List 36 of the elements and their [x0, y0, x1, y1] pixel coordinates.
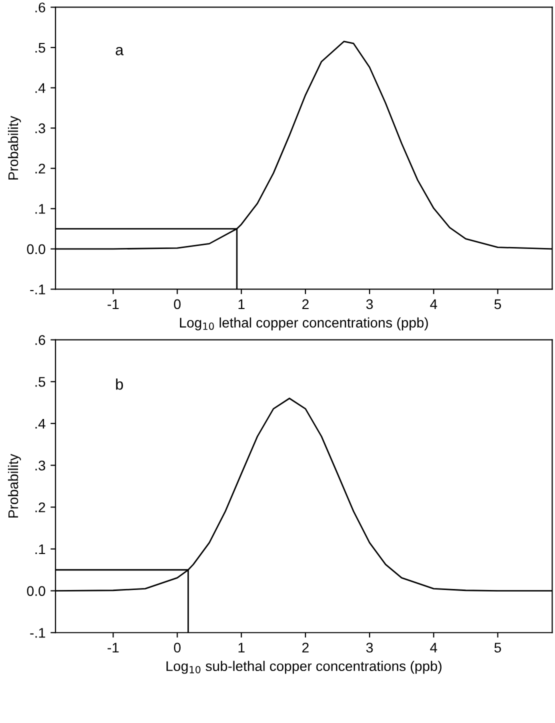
- y-tick-label: 0.0: [27, 586, 46, 596]
- y-tick-label: -.1: [30, 284, 46, 294]
- y-tick-label: .4: [35, 418, 46, 429]
- y-tick-label: .2: [35, 164, 46, 174]
- x-axis-title: Log$_{10}$ sub-lethal copper concentrations (ppb): [166, 660, 442, 674]
- y-tick-label: .5: [35, 42, 46, 53]
- y-tick-label: .1: [35, 204, 46, 214]
- y-tick-label: .2: [35, 502, 46, 512]
- x-tick-label: 3: [366, 642, 373, 653]
- x-tick-label: 2: [302, 642, 309, 652]
- y-tick-label: .3: [35, 460, 46, 470]
- annotation: b: [116, 378, 123, 390]
- y-tick-label: .3: [35, 123, 46, 134]
- annotation: a: [116, 46, 124, 56]
- x-tick-label: 2: [302, 299, 309, 309]
- y-axis-title: Probability: [8, 454, 21, 518]
- x-axis-title: Log$_{10}$ lethal copper concentrations (ppb): [180, 317, 428, 330]
- x-tick-label: 1: [238, 299, 245, 309]
- x-tick-label: 1: [238, 642, 245, 652]
- y-axis-title: Probability: [8, 116, 21, 180]
- x-tick-label: -1: [108, 299, 119, 309]
- y-tick-label: .5: [35, 377, 46, 387]
- y-tick-label: .6: [35, 335, 46, 345]
- x-tick-label: 0: [174, 642, 181, 653]
- y-tick-label: 0.0: [27, 244, 46, 254]
- x-tick-label: 4: [430, 642, 438, 652]
- y-tick-label: .6: [35, 2, 46, 12]
- x-tick-label: -1: [108, 642, 119, 652]
- y-tick-label: -.1: [30, 628, 46, 638]
- y-tick-label: .4: [35, 83, 46, 93]
- y-tick-label: .1: [35, 544, 46, 554]
- x-tick-label: 5: [494, 642, 502, 653]
- x-tick-label: 3: [366, 299, 373, 310]
- x-tick-label: 5: [494, 299, 502, 310]
- x-tick-label: 4: [430, 299, 438, 309]
- x-tick-label: 0: [174, 299, 181, 310]
